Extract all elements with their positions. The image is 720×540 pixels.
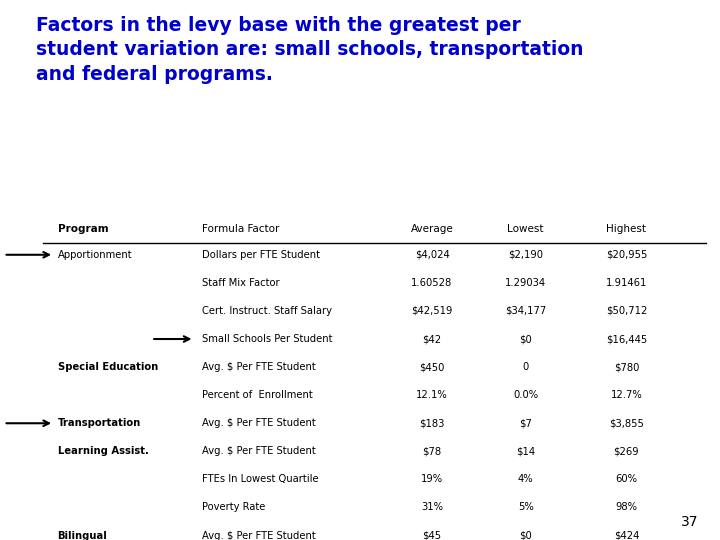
Text: Dollars per FTE Student: Dollars per FTE Student — [202, 250, 320, 260]
Text: Highest: Highest — [606, 225, 647, 234]
Text: 4%: 4% — [518, 475, 534, 484]
Text: $0: $0 — [519, 334, 532, 344]
Text: 1.60528: 1.60528 — [411, 278, 453, 288]
Text: $78: $78 — [423, 447, 441, 456]
Text: Avg. $ Per FTE Student: Avg. $ Per FTE Student — [202, 362, 315, 372]
Text: 60%: 60% — [616, 475, 637, 484]
Text: Special Education: Special Education — [58, 362, 158, 372]
Text: Program: Program — [58, 225, 108, 234]
Text: $14: $14 — [516, 447, 535, 456]
Text: 1.91461: 1.91461 — [606, 278, 647, 288]
Text: Avg. $ Per FTE Student: Avg. $ Per FTE Student — [202, 418, 315, 428]
Text: 37: 37 — [681, 515, 698, 529]
Text: 5%: 5% — [518, 503, 534, 512]
Text: Poverty Rate: Poverty Rate — [202, 503, 265, 512]
Text: Transportation: Transportation — [58, 418, 141, 428]
Text: $450: $450 — [419, 362, 445, 372]
Text: 0.0%: 0.0% — [513, 390, 538, 400]
Text: FTEs In Lowest Quartile: FTEs In Lowest Quartile — [202, 475, 318, 484]
Text: 31%: 31% — [421, 503, 443, 512]
Text: Bilingual: Bilingual — [58, 531, 107, 540]
Text: $424: $424 — [613, 531, 639, 540]
Text: $2,190: $2,190 — [508, 250, 543, 260]
Text: 98%: 98% — [616, 503, 637, 512]
Text: $269: $269 — [613, 447, 639, 456]
Text: Avg. $ Per FTE Student: Avg. $ Per FTE Student — [202, 531, 315, 540]
Text: $4,024: $4,024 — [415, 250, 449, 260]
Text: Average: Average — [410, 225, 454, 234]
Text: $0: $0 — [519, 531, 532, 540]
Text: 12.7%: 12.7% — [611, 390, 642, 400]
Text: $780: $780 — [613, 362, 639, 372]
Text: 1.29034: 1.29034 — [505, 278, 546, 288]
Text: Staff Mix Factor: Staff Mix Factor — [202, 278, 279, 288]
Text: Small Schools Per Student: Small Schools Per Student — [202, 334, 332, 344]
Text: $42,519: $42,519 — [411, 306, 453, 316]
Text: $50,712: $50,712 — [606, 306, 647, 316]
Text: $34,177: $34,177 — [505, 306, 546, 316]
Text: $183: $183 — [419, 418, 445, 428]
Text: $7: $7 — [519, 418, 532, 428]
Text: 12.1%: 12.1% — [416, 390, 448, 400]
Text: Apportionment: Apportionment — [58, 250, 132, 260]
Text: $16,445: $16,445 — [606, 334, 647, 344]
Text: 19%: 19% — [421, 475, 443, 484]
Text: Avg. $ Per FTE Student: Avg. $ Per FTE Student — [202, 447, 315, 456]
Text: Lowest: Lowest — [508, 225, 544, 234]
Text: Formula Factor: Formula Factor — [202, 225, 279, 234]
Text: $20,955: $20,955 — [606, 250, 647, 260]
Text: Percent of  Enrollment: Percent of Enrollment — [202, 390, 312, 400]
Text: 0: 0 — [523, 362, 528, 372]
Text: $42: $42 — [423, 334, 441, 344]
Text: $45: $45 — [423, 531, 441, 540]
Text: Learning Assist.: Learning Assist. — [58, 447, 148, 456]
Text: $3,855: $3,855 — [609, 418, 644, 428]
Text: Factors in the levy base with the greatest per
student variation are: small scho: Factors in the levy base with the greate… — [36, 16, 583, 84]
Text: Cert. Instruct. Staff Salary: Cert. Instruct. Staff Salary — [202, 306, 332, 316]
